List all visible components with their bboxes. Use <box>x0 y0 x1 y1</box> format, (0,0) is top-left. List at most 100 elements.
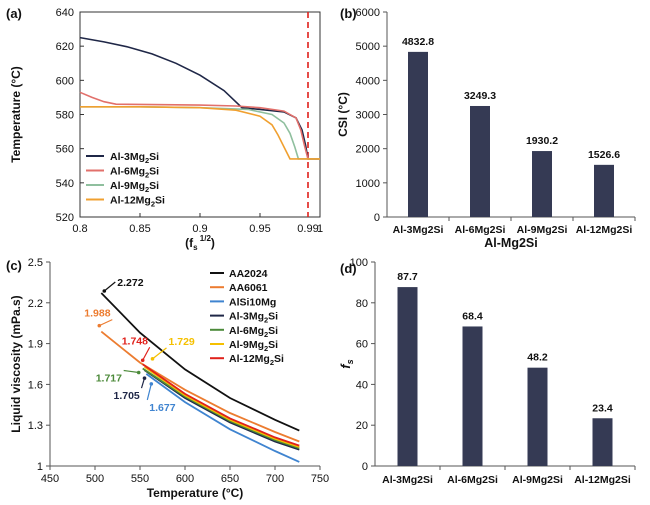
annotation-arrow <box>152 347 167 360</box>
y-tick-label: 1.6 <box>28 379 43 391</box>
panel-label: (a) <box>6 6 22 21</box>
panel-label: (d) <box>340 261 357 276</box>
annotation-arrowhead <box>97 323 102 328</box>
x-tick-label: Al-9Mg2Si <box>512 474 563 486</box>
bar <box>527 367 548 466</box>
x-axis-label: (fs 1/2) <box>185 234 215 252</box>
x-tick-label: 0.8 <box>72 223 87 235</box>
bar <box>397 287 418 466</box>
y-tick-label: 4000 <box>356 75 380 87</box>
x-tick-label: 0.95 <box>249 223 270 235</box>
bar-value-label: 68.4 <box>462 310 483 322</box>
y-tick-label: 2000 <box>356 144 380 156</box>
series-line <box>142 367 300 450</box>
annotation-arrow <box>99 319 113 327</box>
x-tick-label: 650 <box>221 473 239 485</box>
x-tick-label: 0.99 <box>297 223 318 235</box>
legend-label: Al-6Mg2Si <box>229 325 278 339</box>
x-tick-label: 0.9 <box>192 223 207 235</box>
annotation-label: 1.748 <box>122 335 148 347</box>
x-tick-label: Al-3Mg2Si <box>393 224 444 236</box>
bar-value-label: 23.4 <box>592 402 613 414</box>
x-axis-label: Al-Mg2Si <box>484 236 537 250</box>
y-tick-label: 5000 <box>356 41 380 53</box>
annotation-arrow <box>103 281 116 292</box>
y-axis-label: CSI (°C) <box>336 92 350 137</box>
bar-value-label: 3249.3 <box>464 90 496 102</box>
annotation-label: 1.705 <box>114 390 140 402</box>
annotation-label: 1.717 <box>96 372 122 384</box>
panel-label: (c) <box>6 258 22 273</box>
legend-label: AA2024 <box>229 268 268 280</box>
y-tick-label: 80 <box>356 298 368 310</box>
y-tick-label: 100 <box>350 257 368 269</box>
y-tick-label: 560 <box>56 144 74 156</box>
y-axis-label: Liquid viscosity (mPa.s) <box>9 295 23 432</box>
bar-value-label: 87.7 <box>397 271 418 283</box>
x-tick-label: Al-3Mg2Si <box>382 474 433 486</box>
legend-label: Al-6Mg2Si <box>110 166 159 180</box>
legend-label: AA6061 <box>229 282 268 294</box>
x-tick-label: 450 <box>41 473 59 485</box>
bar-value-label: 4832.8 <box>402 36 434 48</box>
annotation-arrow <box>123 369 139 374</box>
x-tick-label: Al-6Mg2Si <box>455 224 506 236</box>
x-tick-label: 700 <box>266 473 284 485</box>
bar <box>470 105 490 217</box>
y-tick-label: 1 <box>37 461 43 473</box>
annotation-label: 1.677 <box>149 402 175 414</box>
legend-label: Al-3Mg2Si <box>229 311 278 325</box>
series-line <box>79 36 320 160</box>
panel-c-viscosity-chart: (c) 1 1.3 1.6 1.9 2.2 2.5 450 500 550 600 650 700 750… <box>6 257 329 500</box>
legend-label: Al-12Mg2Si <box>229 353 284 367</box>
legend-label: Al-9Mg2Si <box>229 339 278 353</box>
x-tick-label: 600 <box>176 473 194 485</box>
panel-label: (b) <box>340 6 357 21</box>
x-tick-label: 750 <box>311 473 329 485</box>
bar-value-label: 1526.6 <box>588 149 620 161</box>
x-tick-label: 1 <box>317 223 323 235</box>
annotation-label: 2.272 <box>117 277 143 289</box>
annotation-label: 1.988 <box>84 308 110 320</box>
bar <box>592 418 613 466</box>
series-line <box>142 363 300 447</box>
y-tick-label: 600 <box>56 75 74 87</box>
annotation-arrowhead <box>140 358 145 363</box>
annotation-label: 1.729 <box>169 336 195 348</box>
bar <box>408 51 428 217</box>
y-tick-label: 0 <box>362 461 368 473</box>
y-tick-label: 60 <box>356 339 368 351</box>
y-tick-label: 2.2 <box>28 298 43 310</box>
legend-label: AlSi10Mg <box>229 296 276 308</box>
y-tick-label: 2.5 <box>28 257 43 269</box>
series-line <box>79 91 320 160</box>
bar <box>462 326 483 466</box>
y-tick-label: 580 <box>56 110 74 122</box>
annotation-arrowhead <box>149 382 154 386</box>
y-tick-label: 640 <box>56 7 74 19</box>
annotation-arrowhead <box>142 376 147 380</box>
series-line <box>143 366 300 448</box>
annotation-arrow <box>142 346 151 361</box>
x-tick-label: Al-6Mg2Si <box>447 474 498 486</box>
annotation-arrowhead <box>150 357 155 361</box>
series-line <box>145 373 300 463</box>
y-tick-label: 1000 <box>356 178 380 190</box>
panel-a-temperature-chart: (a) 520 540 560 580 600 620 640 0.8 0.85 0.9 0.95 0.… <box>6 6 323 252</box>
series-line <box>100 292 300 432</box>
legend-label: Al-9Mg2Si <box>110 180 159 194</box>
series-line <box>100 330 300 443</box>
annotation-arrowhead <box>102 289 107 293</box>
x-tick-label: 0.85 <box>129 223 150 235</box>
y-axis-label: Temperature (°C) <box>9 66 23 163</box>
bar <box>532 151 552 217</box>
x-tick-label: Al-12Mg2Si <box>574 474 631 486</box>
y-tick-label: 0 <box>374 212 380 224</box>
x-tick-label: 550 <box>131 473 149 485</box>
y-tick-label: 620 <box>56 41 74 53</box>
annotation-arrowhead <box>136 370 141 375</box>
x-tick-label: 500 <box>86 473 104 485</box>
y-tick-label: 1.3 <box>28 420 43 432</box>
y-tick-label: 3000 <box>356 110 380 122</box>
